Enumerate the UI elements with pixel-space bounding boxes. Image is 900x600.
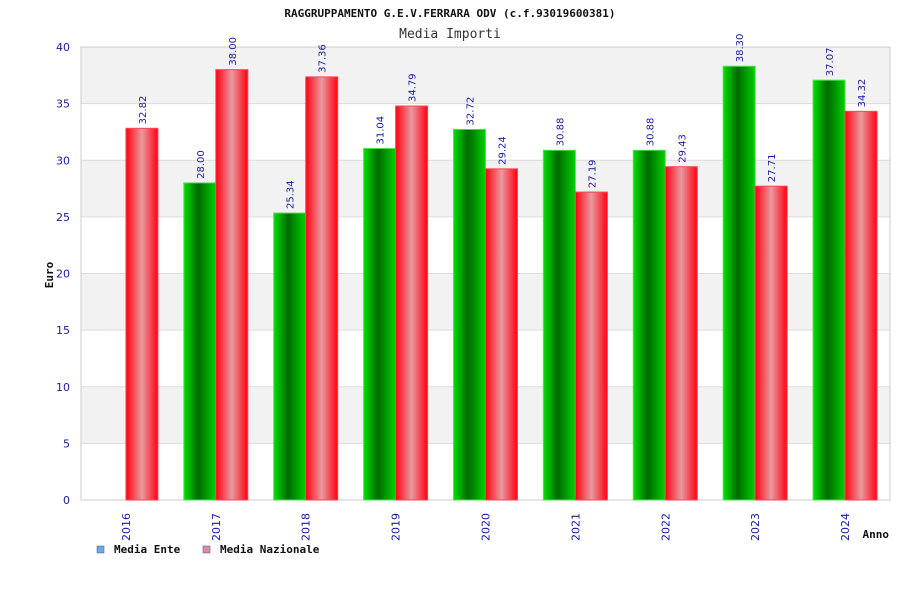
value-label-media-nazionale-2024: 34.32 [857, 79, 868, 108]
value-label-media-nazionale-2016: 32.82 [138, 96, 149, 125]
x-tick-label-2016: 2016 [120, 513, 133, 541]
value-label-media-ente-2017: 28.00 [196, 150, 207, 179]
bar-media-ente-2018 [273, 212, 307, 501]
x-tick-label-2017: 2017 [210, 513, 223, 541]
value-label-media-nazionale-2019: 34.79 [408, 73, 419, 102]
bar-media-nazionale-2022 [664, 166, 698, 501]
bar-media-nazionale-2018 [305, 76, 339, 501]
x-tick-label-2021: 2021 [569, 513, 582, 541]
x-tick-label-2018: 2018 [300, 513, 313, 541]
y-tick-label: 5 [63, 437, 70, 450]
legend: Media Ente Media Nazionale [96, 543, 320, 556]
value-label-media-ente-2018: 25.34 [286, 180, 297, 209]
value-label-media-nazionale-2017: 38.00 [228, 37, 239, 66]
bars [125, 65, 878, 501]
bar-media-nazionale-2016 [125, 127, 159, 501]
value-label-media-ente-2024: 37.07 [825, 48, 836, 77]
bar-media-nazionale-2023 [754, 185, 788, 501]
legend-swatch-media-nazionale [202, 545, 211, 554]
y-tick-label: 25 [56, 211, 70, 224]
bar-media-nazionale-2017 [215, 69, 249, 501]
y-tick-label: 30 [56, 154, 70, 167]
value-label-media-nazionale-2023: 27.71 [767, 154, 778, 183]
legend-label-media-ente: Media Ente [114, 543, 181, 556]
y-tick-label: 15 [56, 324, 70, 337]
bar-media-ente-2017 [183, 182, 217, 501]
grid-band [81, 47, 890, 104]
legend-swatch-media-ente [96, 545, 105, 554]
bar-media-nazionale-2021 [574, 191, 608, 501]
y-axis-title: Euro [43, 261, 56, 288]
value-label-media-nazionale-2022: 29.43 [677, 134, 688, 163]
value-labels: 32.82 28.00 38.00 25.34 37.36 31.04 34.79 32.72… [138, 34, 868, 209]
y-tick-label: 20 [56, 268, 70, 281]
bar-media-ente-2023 [722, 65, 756, 501]
bar-media-ente-2019 [363, 147, 397, 501]
bar-media-ente-2021 [542, 149, 576, 501]
bar-media-nazionale-2019 [395, 105, 429, 501]
x-tick-label-2023: 2023 [749, 513, 762, 541]
bar-media-nazionale-2024 [844, 110, 878, 501]
legend-label-media-nazionale: Media Nazionale [220, 543, 320, 556]
chart-title: RAGGRUPPAMENTO G.E.V.FERRARA ODV (c.f.93… [284, 7, 615, 20]
x-axis-title: Anno [863, 528, 890, 541]
x-tick-label-2020: 2020 [480, 513, 493, 541]
value-label-media-nazionale-2021: 27.19 [587, 159, 598, 188]
bar-media-ente-2024 [812, 79, 846, 501]
value-label-media-nazionale-2018: 37.36 [318, 44, 329, 73]
x-tick-label-2019: 2019 [390, 513, 403, 541]
y-axis-ticks: 0 5 10 15 20 25 30 35 40 [56, 41, 70, 507]
bar-media-nazionale-2020 [485, 168, 518, 501]
bar-media-ente-2020 [453, 128, 486, 501]
value-label-media-ente-2020: 32.72 [466, 97, 477, 126]
value-label-media-ente-2023: 38.30 [735, 34, 746, 63]
value-label-media-nazionale-2020: 29.24 [498, 136, 509, 165]
value-label-media-ente-2021: 30.88 [555, 118, 566, 147]
bar-media-ente-2022 [632, 149, 666, 501]
chart-subtitle: Media Importi [399, 27, 501, 42]
value-label-media-ente-2019: 31.04 [376, 116, 387, 145]
y-tick-label: 0 [63, 494, 70, 507]
y-tick-label: 10 [56, 381, 70, 394]
value-label-media-ente-2022: 30.88 [645, 118, 656, 147]
x-tick-label-2024: 2024 [839, 513, 852, 541]
y-tick-label: 35 [56, 98, 70, 111]
x-tick-label-2022: 2022 [659, 513, 672, 541]
y-tick-label: 40 [56, 41, 70, 54]
x-axis-ticks: 2016 2017 2018 2019 2020 2021 2022 2023 2024 [120, 513, 852, 541]
